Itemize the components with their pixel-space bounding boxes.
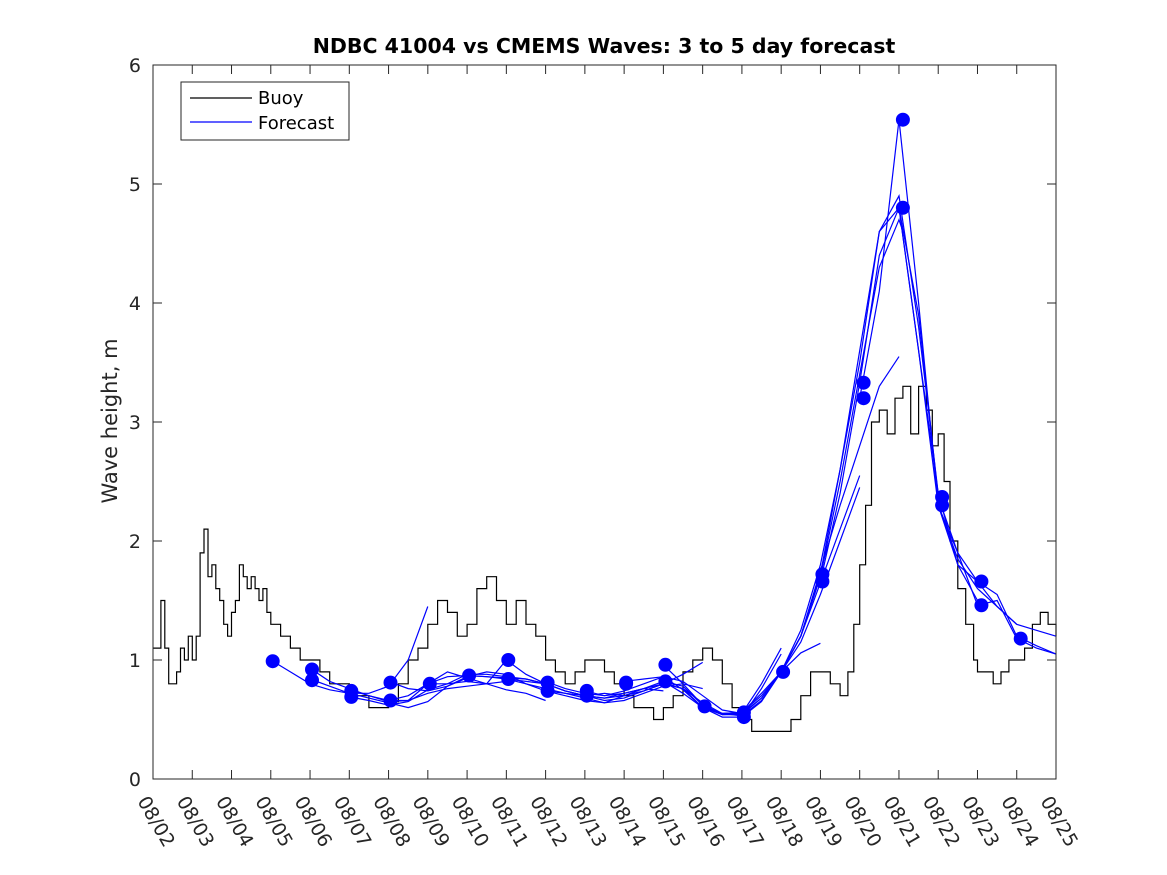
forecast-series-line-14 (584, 647, 782, 716)
forecast-start-marker (383, 675, 398, 690)
y-tick-label: 5 (129, 174, 141, 196)
forecast-start-marker (895, 200, 910, 215)
y-tick-label: 3 (129, 412, 141, 434)
forecast-start-marker (265, 654, 280, 669)
forecast-series-line-23 (819, 205, 1018, 625)
forecast-start-marker (736, 705, 751, 720)
y-tick-label: 4 (129, 293, 141, 315)
forecast-start-marker (815, 567, 830, 582)
forecast-start-marker (658, 657, 673, 672)
plot-area: 012345608/0208/0308/0408/0508/0608/0708/… (129, 55, 1082, 851)
axes-box (152, 64, 1057, 780)
forecast-start-marker (974, 574, 989, 589)
forecast-start-marker (422, 676, 437, 691)
forecast-start-marker (619, 676, 634, 691)
buoy-series-line (153, 385, 1057, 732)
forecast-start-marker (697, 699, 712, 714)
forecast-start-marker (579, 688, 594, 703)
y-tick-label: 1 (129, 650, 141, 672)
forecast-series-line-26 (937, 505, 1057, 655)
forecast-start-marker (1013, 631, 1028, 646)
forecast-start-marker (305, 673, 319, 688)
forecast-start-marker (776, 664, 791, 679)
forecast-series-line-24 (859, 119, 1057, 637)
forecast-series-line-17 (662, 475, 861, 715)
forecast-start-marker (895, 112, 910, 127)
forecast-start-marker (383, 693, 398, 708)
forecast-start-marker (501, 672, 516, 686)
chart-title: NDBC 41004 vs CMEMS Waves: 3 to 5 day fo… (313, 34, 896, 58)
legend-label-forecast: Forecast (258, 113, 334, 134)
y-tick-label: 6 (129, 55, 141, 77)
legend-label-buoy: Buoy (258, 88, 304, 109)
forecast-start-marker (935, 498, 950, 513)
forecast-start-marker (658, 674, 673, 689)
legend-box (180, 81, 350, 141)
y-tick-label: 0 (129, 769, 141, 791)
forecast-start-marker (344, 689, 359, 704)
forecast-series-line-12 (545, 676, 743, 715)
y-tick-label: 2 (129, 531, 141, 553)
forecast-start-marker (974, 598, 989, 613)
forecast-start-marker (856, 375, 871, 390)
forecast-series-line-7 (388, 680, 507, 702)
forecast-start-marker (501, 653, 516, 667)
legend: Buoy Forecast (180, 81, 350, 141)
y-axis-label: Wave height, m (98, 338, 122, 503)
forecast-start-marker (540, 683, 555, 698)
forecast-start-marker (856, 391, 871, 406)
forecast-start-marker (462, 668, 477, 683)
forecast-series-line-20 (741, 217, 904, 718)
